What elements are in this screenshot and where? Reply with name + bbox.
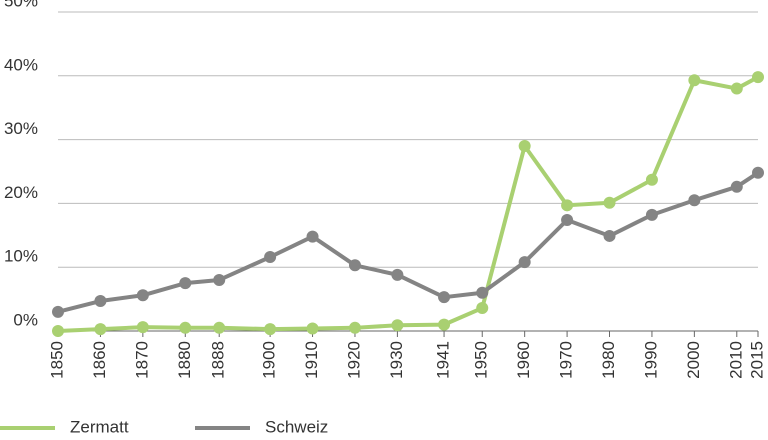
data-point	[179, 321, 192, 334]
y-tick-label: 20%	[4, 183, 38, 202]
data-point	[94, 295, 107, 308]
data-point	[52, 305, 64, 318]
x-tick-label: 1970	[557, 341, 576, 379]
x-tick-label: 1910	[302, 341, 321, 379]
data-point	[603, 229, 616, 242]
y-tick-label: 30%	[4, 119, 38, 138]
x-tick-label: 1941	[434, 341, 453, 379]
x-tick-label: 1888	[209, 341, 228, 379]
data-point	[348, 259, 361, 272]
data-point	[213, 321, 226, 334]
data-point	[136, 289, 149, 302]
data-point	[391, 268, 404, 281]
x-tick-label: 1980	[599, 341, 618, 379]
data-point	[688, 74, 701, 87]
legend-label: Zermatt	[70, 417, 129, 436]
data-point	[561, 199, 574, 212]
data-point	[52, 325, 64, 337]
x-tick-label: 2015	[747, 341, 766, 379]
y-tick-label: 0%	[13, 310, 38, 329]
data-point	[391, 319, 404, 332]
data-point	[603, 196, 616, 209]
data-point	[306, 322, 319, 335]
data-point	[645, 208, 658, 221]
x-tick-label: 1900	[260, 341, 279, 379]
data-point	[645, 173, 658, 186]
series-line	[57, 171, 760, 314]
data-point	[136, 321, 149, 334]
x-tick-label: 2010	[726, 341, 745, 379]
x-tick-label: 1930	[387, 341, 406, 379]
data-point	[752, 166, 764, 179]
y-tick-label: 40%	[4, 55, 38, 74]
x-tick-label: 1990	[641, 341, 660, 379]
x-tick-label: 1880	[175, 341, 194, 379]
data-point	[438, 318, 451, 331]
y-tick-label: 50%	[4, 0, 38, 10]
data-point	[688, 194, 701, 207]
data-point	[730, 180, 743, 193]
data-point	[438, 291, 451, 304]
legend-label: Schweiz	[265, 417, 328, 436]
data-point	[518, 256, 531, 269]
data-point	[306, 230, 319, 243]
x-tick-label: 2000	[684, 341, 703, 379]
x-tick-label: 1960	[514, 341, 533, 379]
data-point	[518, 139, 531, 152]
x-tick-label: 1950	[472, 341, 491, 379]
data-point	[348, 321, 361, 334]
data-point	[752, 71, 764, 84]
x-tick-label: 1850	[47, 341, 66, 379]
data-point	[561, 213, 574, 226]
x-tick-label: 1860	[90, 341, 109, 379]
x-tick-label: 1920	[344, 341, 363, 379]
data-point	[179, 277, 192, 290]
x-tick-label: 1870	[132, 341, 151, 379]
data-point	[730, 82, 743, 95]
data-point	[94, 323, 107, 336]
data-point	[213, 273, 226, 286]
data-point	[476, 302, 489, 315]
data-point	[264, 250, 277, 263]
series-line	[57, 75, 759, 333]
data-point	[264, 323, 277, 336]
data-point	[476, 286, 489, 299]
y-tick-label: 10%	[4, 247, 38, 266]
